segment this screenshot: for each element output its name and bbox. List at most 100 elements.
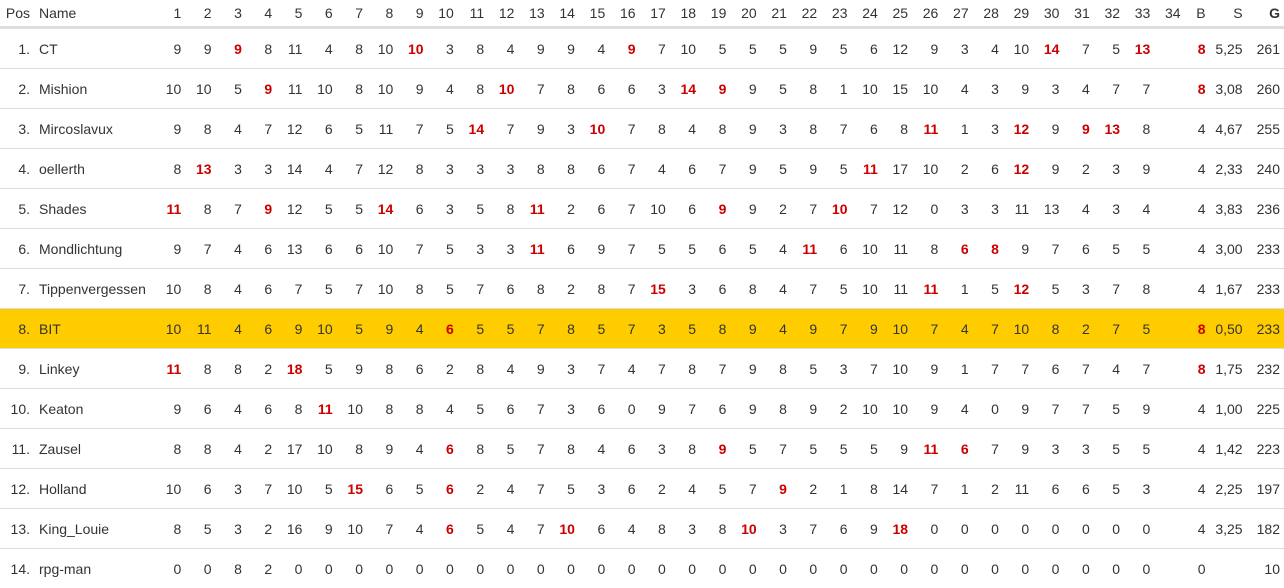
header-matchday-9[interactable]: 9	[402, 0, 433, 29]
header-matchday-7[interactable]: 7	[341, 0, 372, 29]
score-cell: 9	[1068, 108, 1099, 149]
player-name[interactable]: CT	[33, 27, 161, 69]
score-cell: 2	[432, 348, 463, 389]
header-pos[interactable]: Pos	[0, 0, 33, 29]
player-name[interactable]: Mircoslavux	[33, 108, 161, 149]
bonus-cell: 4	[1189, 228, 1210, 269]
bonus-cell: 8	[1189, 308, 1210, 349]
player-name[interactable]: Mishion	[33, 68, 161, 109]
header-matchday-26[interactable]: 26	[917, 0, 948, 29]
player-name[interactable]: BIT	[33, 308, 161, 349]
score-cell: 10	[402, 27, 433, 69]
header-bonus[interactable]: B	[1189, 0, 1210, 29]
score-cell: 2	[462, 468, 494, 509]
score-cell: 7	[1068, 27, 1099, 69]
header-matchday-4[interactable]: 4	[250, 0, 282, 29]
player-name[interactable]: King_Louie	[33, 508, 161, 549]
header-matchday-16[interactable]: 16	[614, 0, 645, 29]
player-name[interactable]: Tippenvergessen	[33, 268, 161, 309]
score-cell: 9	[402, 68, 433, 109]
header-matchday-3[interactable]: 3	[220, 0, 251, 29]
score-cell: 6	[190, 388, 221, 429]
score-cell: 6	[311, 108, 342, 149]
score-cell: 10	[826, 188, 857, 229]
header-matchday-8[interactable]: 8	[372, 0, 403, 29]
header-matchday-27[interactable]: 27	[947, 0, 978, 29]
score-cell: 8	[402, 388, 433, 429]
header-matchday-12[interactable]: 12	[493, 0, 524, 29]
score-cell	[1159, 428, 1190, 469]
header-matchday-23[interactable]: 23	[826, 0, 857, 29]
score-cell: 3	[977, 68, 1008, 109]
header-matchday-33[interactable]: 33	[1129, 0, 1160, 29]
s-cell: 0,50	[1209, 308, 1248, 349]
header-name[interactable]: Name	[33, 0, 161, 29]
score-cell: 16	[281, 508, 312, 549]
header-matchday-30[interactable]: 30	[1038, 0, 1069, 29]
score-cell: 8	[735, 268, 766, 309]
score-cell: 7	[523, 308, 554, 349]
score-cell: 9	[735, 348, 766, 389]
header-matchday-22[interactable]: 22	[795, 0, 827, 29]
score-cell: 0	[385, 560, 394, 577]
header-matchday-28[interactable]: 28	[977, 0, 1008, 29]
score-cell: 7	[493, 108, 524, 149]
player-name[interactable]: rpg-man	[39, 560, 92, 577]
score-cell: 9	[190, 27, 221, 69]
score-cell: 2	[977, 468, 1008, 509]
header-matchday-13[interactable]: 13	[523, 0, 554, 29]
header-matchday-32[interactable]: 32	[1098, 0, 1130, 29]
score-cell: 8	[341, 27, 372, 69]
header-matchday-11[interactable]: 11	[462, 0, 494, 29]
header-matchday-18[interactable]: 18	[674, 0, 706, 29]
score-cell: 5	[462, 188, 494, 229]
score-cell: 6	[341, 228, 372, 269]
score-cell: 8	[160, 508, 191, 549]
header-matchday-2[interactable]: 2	[190, 0, 221, 29]
s-cell: 4,67	[1209, 108, 1248, 149]
player-name[interactable]: Zausel	[33, 428, 161, 469]
header-matchday-15[interactable]: 15	[583, 0, 615, 29]
score-cell: 6	[432, 428, 463, 469]
score-cell: 7	[614, 308, 645, 349]
score-cell: 5	[190, 508, 221, 549]
score-cell: 8	[674, 348, 706, 389]
score-cell: 10	[160, 68, 191, 109]
score-cell: 0	[1007, 508, 1039, 549]
player-name[interactable]: Shades	[33, 188, 161, 229]
header-matchday-20[interactable]: 20	[735, 0, 766, 29]
header-matchday-1[interactable]: 1	[160, 0, 191, 29]
player-name[interactable]: Keaton	[33, 388, 161, 429]
header-s[interactable]: S	[1209, 0, 1248, 29]
header-matchday-14[interactable]: 14	[553, 0, 584, 29]
header-matchday-31[interactable]: 31	[1068, 0, 1099, 29]
player-name[interactable]: Linkey	[33, 348, 161, 389]
score-cell: 11	[160, 188, 191, 229]
player-name[interactable]: Holland	[33, 468, 161, 509]
score-cell: 7	[583, 348, 615, 389]
header-matchday-34[interactable]: 34	[1159, 0, 1190, 29]
score-cell: 7	[250, 108, 282, 149]
score-cell: 0	[991, 560, 999, 577]
player-name[interactable]: Mondlichtung	[33, 228, 161, 269]
score-cell: 6	[947, 428, 978, 469]
header-matchday-19[interactable]: 19	[705, 0, 736, 29]
s-cell: 3,08	[1209, 68, 1248, 109]
header-total[interactable]: G	[1247, 0, 1284, 29]
header-matchday-17[interactable]: 17	[644, 0, 675, 29]
header-matchday-10[interactable]: 10	[432, 0, 463, 29]
score-cell: 0	[977, 388, 1008, 429]
header-matchday-24[interactable]: 24	[856, 0, 887, 29]
header-matchday-5[interactable]: 5	[281, 0, 312, 29]
bonus-cell: 8	[1189, 68, 1210, 109]
header-matchday-21[interactable]: 21	[765, 0, 796, 29]
header-matchday-6[interactable]: 6	[311, 0, 342, 29]
score-cell: 3	[220, 508, 251, 549]
header-matchday-29[interactable]: 29	[1007, 0, 1039, 29]
player-name[interactable]: oellerth	[33, 148, 161, 189]
score-cell: 6	[826, 508, 857, 549]
score-cell: 3	[432, 27, 463, 69]
score-cell: 9	[705, 428, 736, 469]
score-cell: 7	[795, 508, 827, 549]
header-matchday-25[interactable]: 25	[886, 0, 918, 29]
